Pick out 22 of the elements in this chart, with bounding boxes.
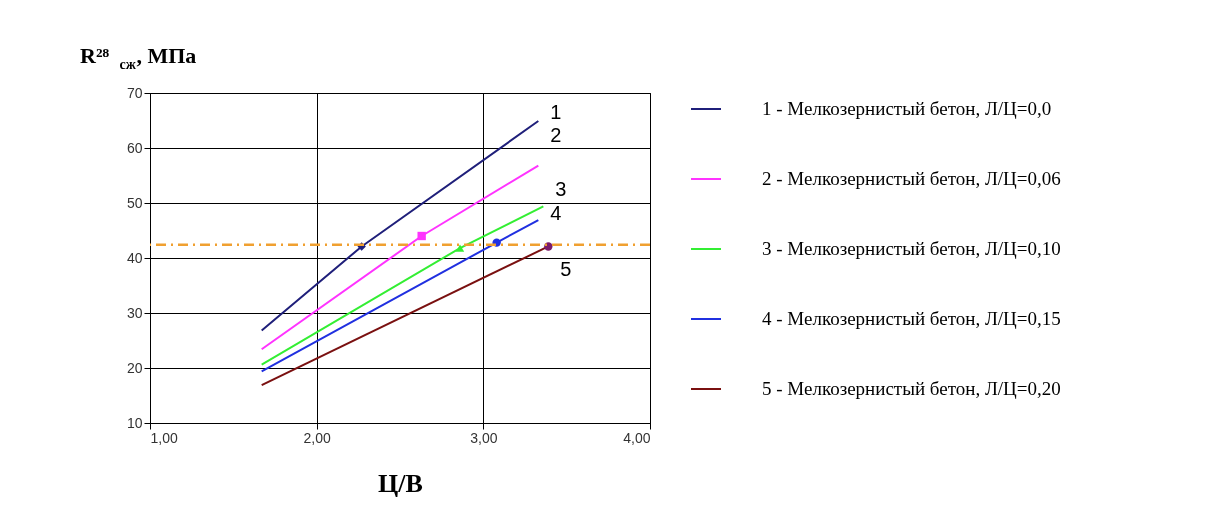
legend-label: 5 - Мелкозернистый бетон, Л/Ц=0,20 bbox=[762, 378, 1061, 399]
annotation: 1 bbox=[550, 101, 562, 124]
y-tick-label: 30 bbox=[126, 304, 143, 321]
x-axis-title: Ц/В bbox=[378, 468, 423, 498]
legend-label: 2 - Мелкозернистый бетон, Л/Ц=0,06 bbox=[762, 168, 1061, 189]
y-tick-label: 60 bbox=[126, 139, 143, 156]
y-tick-label: 40 bbox=[126, 249, 143, 266]
y-tick-label: 70 bbox=[126, 84, 143, 101]
y-tick-label: 50 bbox=[126, 194, 143, 211]
legend-label: 3 - Мелкозернистый бетон, Л/Ц=0,10 bbox=[762, 238, 1061, 259]
legend-label: 4 - Мелкозернистый бетон, Л/Ц=0,15 bbox=[762, 308, 1061, 329]
annotation: 4 bbox=[550, 202, 562, 225]
annotation: 5 bbox=[560, 258, 572, 281]
x-tick-label: 4,00 bbox=[623, 429, 651, 446]
annotation: 2 bbox=[550, 123, 562, 146]
x-tick-label: 3,00 bbox=[470, 429, 498, 446]
x-tick-label: 1,00 bbox=[150, 429, 178, 446]
y-tick-label: 10 bbox=[126, 414, 143, 431]
legend-label: 1 - Мелкозернистый бетон, Л/Ц=0,0 bbox=[762, 98, 1052, 119]
annotation: 3 bbox=[555, 178, 567, 201]
y-tick-label: 20 bbox=[126, 359, 143, 376]
x-tick-label: 2,00 bbox=[303, 429, 331, 446]
